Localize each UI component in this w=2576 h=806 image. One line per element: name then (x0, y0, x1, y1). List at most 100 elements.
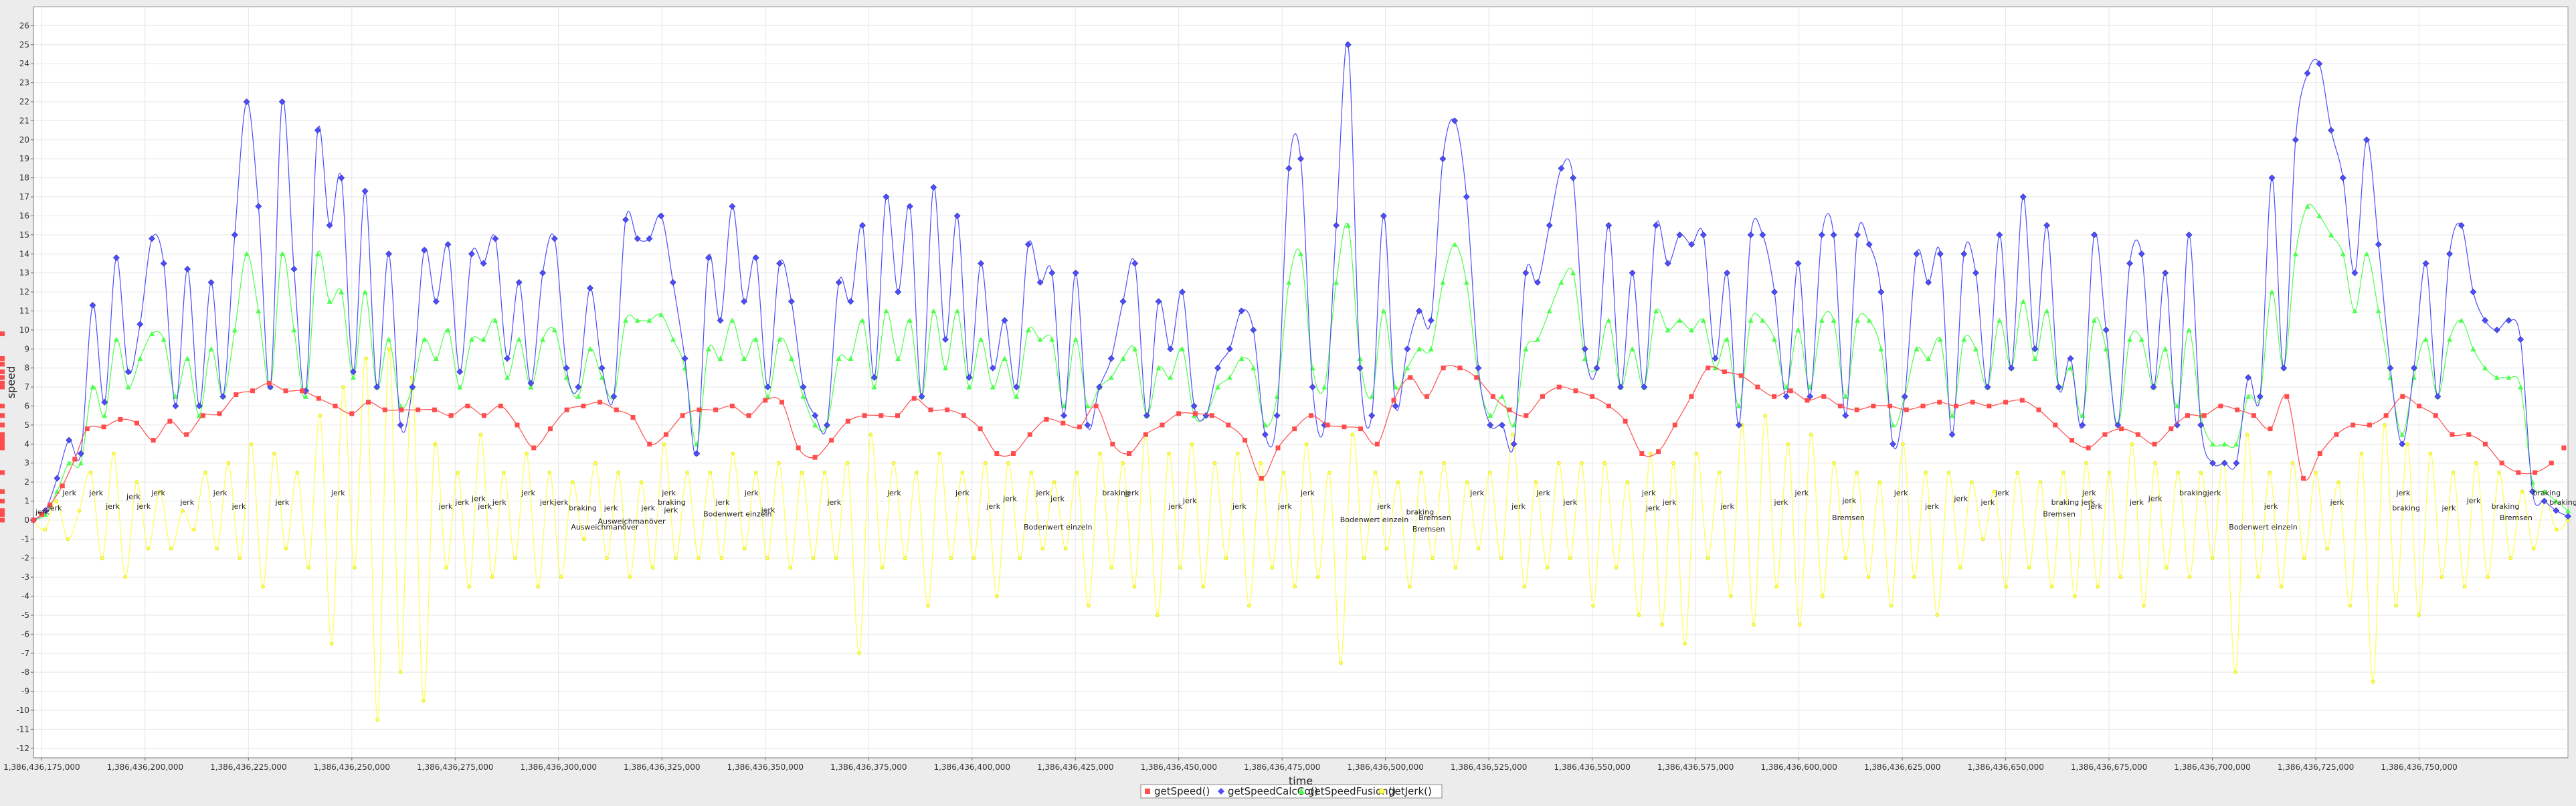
data-point (1759, 231, 1766, 238)
data-point (1760, 317, 1766, 323)
y-tick-label: -2 (21, 554, 29, 563)
data-point (708, 471, 713, 475)
data-point (39, 511, 44, 517)
data-point (1722, 369, 1727, 374)
data-point (350, 368, 357, 376)
data-point (2446, 250, 2453, 258)
x-axis-title: time (1289, 775, 1313, 787)
data-point (575, 394, 581, 399)
data-point (812, 412, 819, 419)
legend-label: getSpeedFusion() (1308, 785, 1396, 797)
data-point (705, 254, 712, 261)
data-point (658, 212, 665, 220)
data-point (1084, 421, 1091, 428)
data-point (100, 556, 104, 560)
data-point (599, 374, 605, 380)
data-point (1308, 413, 1313, 418)
data-point (341, 385, 345, 389)
data-point (1821, 394, 1827, 399)
data-point (777, 461, 781, 465)
data-point (1342, 424, 1347, 430)
data-point (1143, 432, 1148, 437)
data-point (353, 566, 357, 570)
data-point (1192, 411, 1198, 416)
data-point (90, 384, 96, 390)
data-point (113, 337, 119, 342)
data-point (125, 384, 131, 390)
annotation-label: Bremsen (1418, 513, 1451, 522)
data-point (834, 556, 838, 560)
data-point (1771, 289, 1778, 296)
data-point (1700, 317, 1706, 323)
data-point (151, 438, 156, 443)
x-tick-label: 1,386,436,525,000 (1451, 762, 1528, 772)
data-point (2549, 461, 2554, 466)
data-point (43, 528, 47, 532)
data-point (742, 546, 747, 551)
data-point (1581, 345, 1588, 353)
data-point (1556, 384, 1562, 390)
data-point (1677, 317, 1683, 323)
x-tick-label: 1,386,436,575,000 (1657, 762, 1734, 772)
data-point (314, 251, 320, 256)
annotation-label: jerk (604, 504, 618, 513)
data-point (1818, 231, 1825, 238)
data-point (1073, 337, 1079, 342)
annotation-label: Ausweichmanöver (571, 523, 639, 532)
data-point (1901, 442, 1905, 447)
data-point (1442, 461, 1447, 465)
y-tick-label: -4 (21, 592, 29, 601)
data-point (926, 603, 930, 608)
data-point (1912, 575, 1916, 579)
data-point (1736, 421, 1742, 428)
annotation-label: jerk (1641, 489, 1656, 497)
data-point (2541, 497, 2548, 505)
data-point (195, 402, 203, 410)
data-point (764, 384, 771, 391)
x-tick-label: 1,386,436,600,000 (1760, 762, 1837, 772)
data-point (515, 422, 520, 428)
y-tick-label: -5 (21, 611, 29, 620)
data-point (994, 594, 999, 598)
data-point (697, 556, 701, 560)
data-point (1285, 165, 1293, 172)
data-point (492, 317, 498, 323)
y-tick-label: 15 (19, 230, 29, 240)
data-point (1474, 375, 1479, 380)
x-tick-label: 1,386,436,400,000 (933, 762, 1010, 772)
data-point (185, 355, 191, 361)
annotation-label: braking (2392, 504, 2420, 513)
data-point (2119, 426, 2124, 432)
data-point (895, 413, 901, 418)
data-point (1356, 364, 1364, 372)
data-point (2031, 345, 2039, 353)
data-point (1132, 346, 1138, 351)
data-point (482, 413, 487, 418)
data-point (1935, 613, 1940, 617)
data-point (0, 384, 5, 390)
data-point (1683, 641, 1687, 646)
data-point (1997, 317, 2003, 323)
data-point (1958, 566, 1962, 570)
data-point (547, 426, 553, 432)
data-point (788, 298, 795, 305)
data-point (256, 308, 262, 313)
data-point (1037, 337, 1043, 342)
annotation-label: braking (1102, 489, 1130, 497)
annotation-label: Ausweichmanöver (597, 517, 666, 526)
data-point (989, 364, 996, 372)
data-point (2038, 480, 2043, 484)
data-point (77, 508, 82, 513)
data-point (161, 337, 167, 342)
data-point (1358, 426, 1364, 432)
data-point (0, 375, 5, 380)
annotation-label: jerk (744, 489, 759, 497)
data-point (444, 241, 452, 248)
data-point (1969, 480, 1974, 484)
x-tick-label: 1,386,436,175,000 (3, 762, 80, 772)
data-point (88, 471, 93, 475)
data-point (2314, 471, 2318, 475)
data-point (978, 426, 983, 432)
data-point (848, 355, 854, 361)
data-point (2440, 575, 2444, 579)
